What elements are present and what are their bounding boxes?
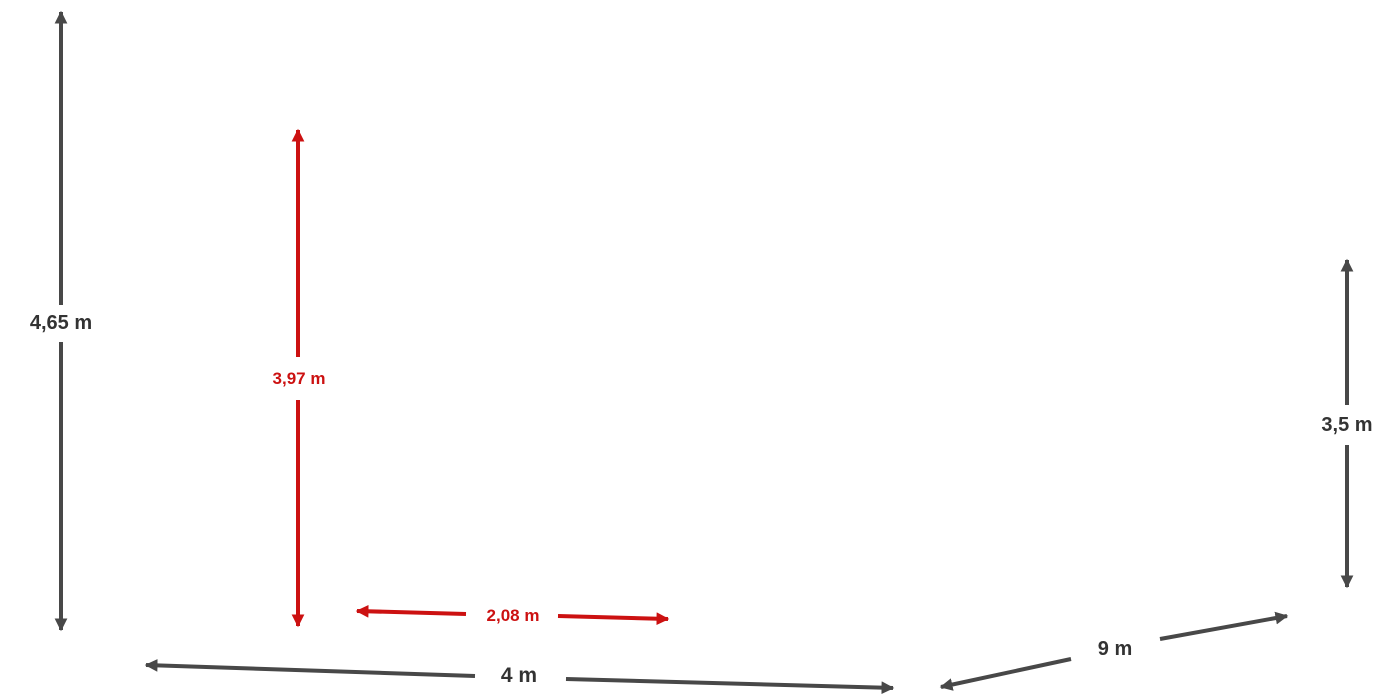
front-length-label: 4 m bbox=[501, 664, 537, 687]
side-depth-label: 9 m bbox=[1098, 638, 1132, 660]
inner-width-arrow-left bbox=[355, 604, 467, 618]
inner-width-label: 2,08 m bbox=[487, 606, 540, 625]
total-height-label: 4,65 m bbox=[30, 312, 92, 334]
side-depth-arrow-left bbox=[939, 657, 1072, 691]
right-height-dimension: 3,5 m bbox=[1321, 258, 1373, 589]
inner-height-dimension: 3,97 m bbox=[273, 128, 326, 628]
side-depth-arrow-right bbox=[1159, 611, 1289, 641]
inner-width-dimension: 2,08 m bbox=[355, 604, 670, 626]
front-length-arrow-left bbox=[144, 658, 476, 678]
right-height-label: 3,5 m bbox=[1321, 414, 1372, 436]
inner-height-label: 3,97 m bbox=[273, 369, 326, 388]
side-depth-dimension: 9 m bbox=[939, 611, 1289, 691]
inner-width-arrow-right bbox=[557, 612, 670, 626]
total-height-dimension: 4,65 m bbox=[30, 10, 92, 632]
front-length-dimension: 4 m bbox=[144, 658, 895, 695]
front-length-arrow-right bbox=[565, 677, 895, 695]
